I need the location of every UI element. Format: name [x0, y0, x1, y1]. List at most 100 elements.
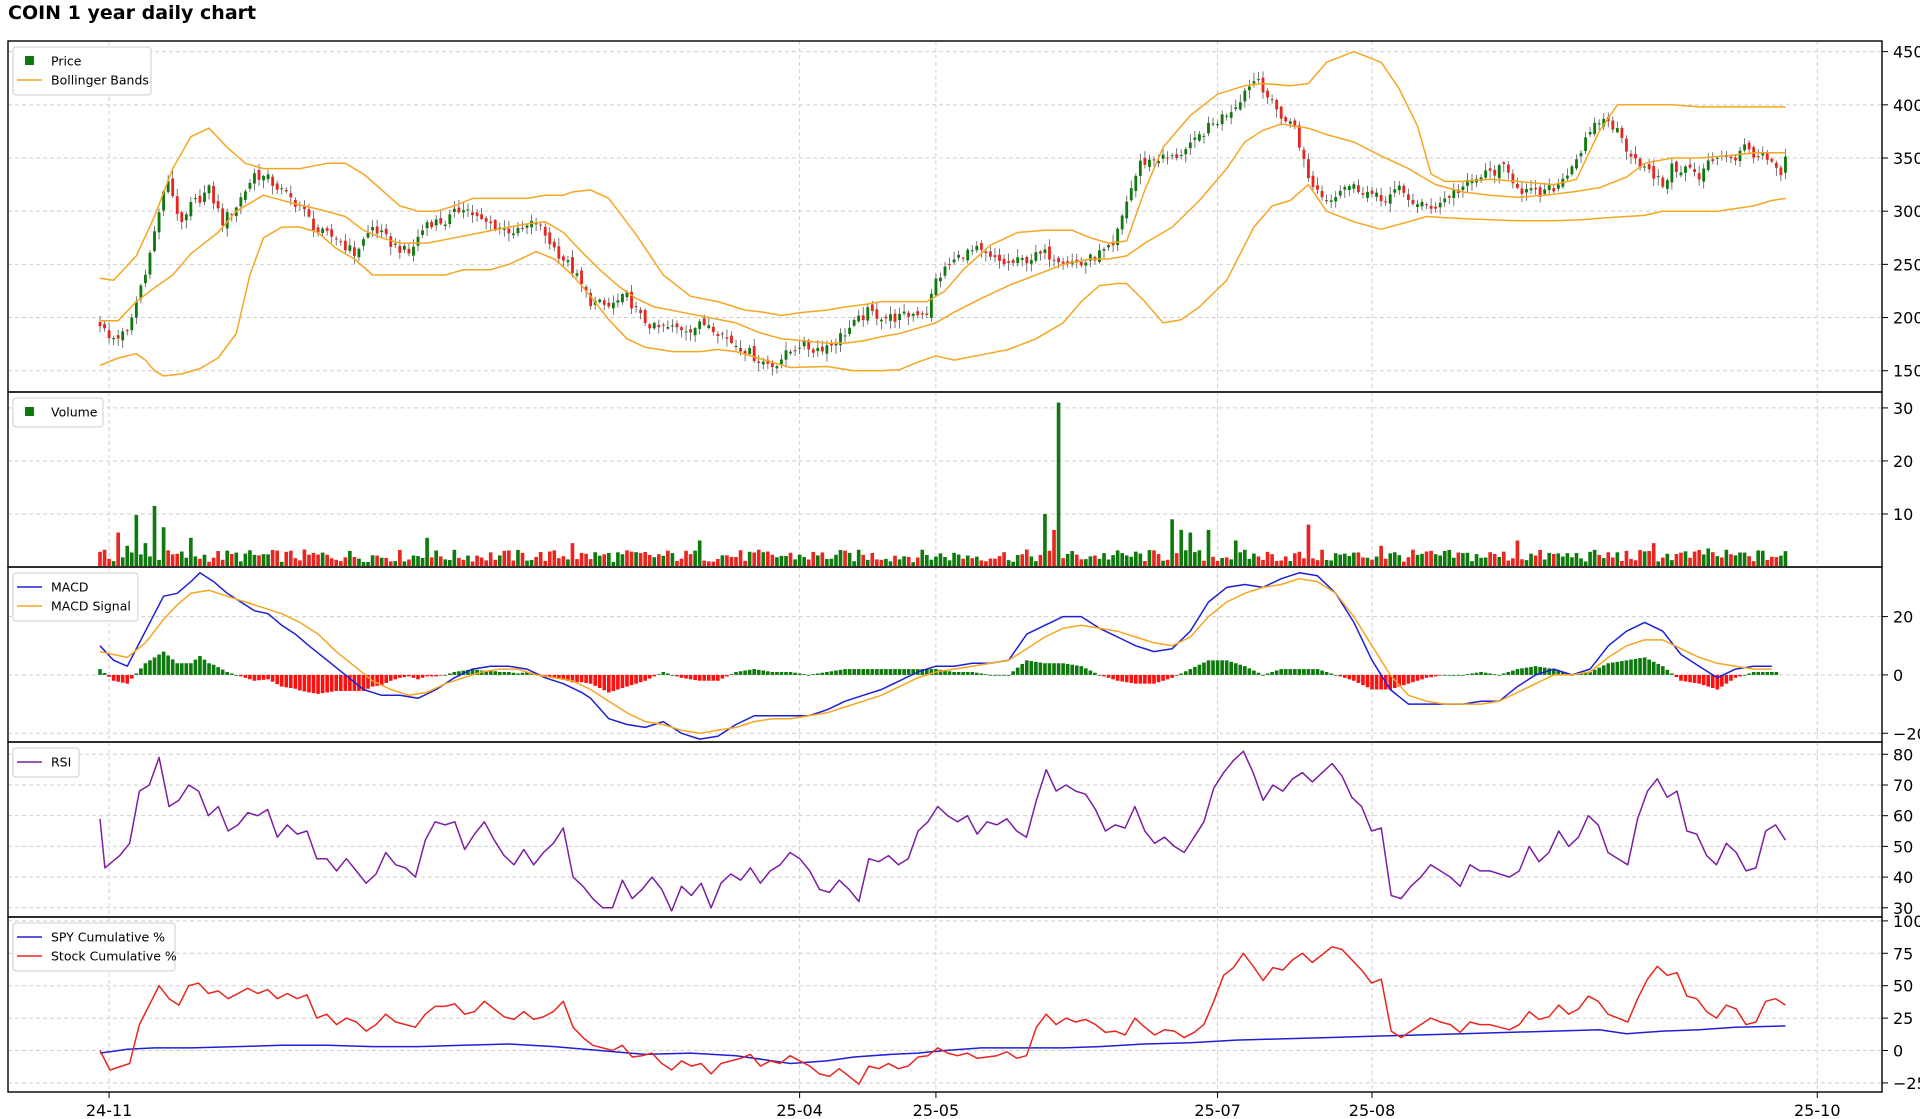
- candle-body: [621, 294, 624, 303]
- legend-swatch: [25, 407, 34, 416]
- candle-body: [362, 239, 365, 246]
- macd-histogram-bar: [1633, 658, 1638, 675]
- y-tick-label: 50: [1893, 837, 1913, 856]
- candle-body: [1052, 259, 1056, 261]
- macd-histogram-bar: [1547, 668, 1552, 675]
- candle-body: [839, 333, 842, 346]
- candle-body: [1484, 170, 1488, 178]
- volume-bar: [511, 560, 516, 566]
- candle-body: [602, 300, 606, 305]
- macd-histogram-bar: [811, 674, 816, 675]
- volume-bar: [1524, 560, 1529, 566]
- candle-body: [407, 248, 411, 254]
- macd-histogram-bar: [1720, 674, 1724, 687]
- candle-body: [630, 291, 633, 309]
- candle-body: [1370, 190, 1374, 194]
- macd-histogram-bar: [1156, 674, 1161, 683]
- macd-histogram-bar: [1497, 674, 1502, 676]
- candle-body: [1216, 124, 1219, 126]
- candle-body: [1552, 188, 1556, 192]
- volume-bar: [1279, 560, 1283, 566]
- macd-histogram-bar: [584, 674, 588, 683]
- macd-histogram-bar: [1402, 674, 1406, 686]
- candle-body: [1593, 122, 1597, 135]
- macd-histogram-bar: [129, 674, 134, 679]
- candle-body: [175, 196, 179, 214]
- volume-bar: [1215, 560, 1220, 566]
- candle-body: [1675, 161, 1678, 173]
- volume-bar: [570, 543, 575, 566]
- volume-bar: [488, 552, 493, 566]
- macd-histogram-bar: [1188, 669, 1193, 675]
- volume-bar: [1556, 553, 1561, 566]
- candle-body: [566, 260, 570, 263]
- volume-bar: [693, 550, 697, 566]
- x-tick-label: 25-05: [913, 1101, 960, 1119]
- volume-bar: [1056, 402, 1061, 566]
- candle-body: [1029, 260, 1033, 264]
- volume-bar: [611, 561, 616, 566]
- volume-bar: [338, 561, 343, 566]
- macd-histogram-bar: [1647, 659, 1651, 675]
- macd-histogram-bar: [1211, 660, 1215, 675]
- macd-histogram-bar: [1556, 670, 1561, 675]
- volume-bar: [479, 557, 484, 566]
- candle-body: [171, 178, 175, 197]
- volume-bar: [1220, 557, 1224, 566]
- macd-histogram-bar: [1461, 674, 1465, 676]
- macd-histogram-bar: [325, 674, 329, 693]
- volume-bar: [1570, 557, 1574, 566]
- candle-body: [180, 212, 184, 222]
- volume-bar: [1388, 553, 1393, 566]
- volume-bar: [1324, 559, 1329, 566]
- candle-body: [825, 345, 829, 354]
- candle-body: [770, 363, 774, 368]
- volume-bar: [1642, 551, 1647, 566]
- legend: RSI: [12, 747, 80, 778]
- volume-bar: [1592, 549, 1597, 566]
- candle-body: [1579, 152, 1583, 157]
- y-tick-label: 200: [1893, 309, 1920, 328]
- volume-bar: [1292, 553, 1297, 566]
- candle-body: [1279, 106, 1283, 119]
- macd-histogram-bar: [1420, 674, 1424, 680]
- volume-bar: [675, 560, 679, 566]
- volume-bar: [302, 549, 307, 566]
- volume-bar: [1733, 555, 1738, 566]
- volume-bar: [1097, 558, 1102, 566]
- candle-body: [253, 173, 256, 184]
- macd-histogram-bar: [629, 674, 634, 686]
- volume-bar: [1115, 550, 1120, 566]
- macd-histogram-bar: [656, 674, 661, 675]
- macd-histogram-bar: [1111, 674, 1115, 680]
- candle-body: [1665, 180, 1669, 189]
- candle-body: [984, 251, 988, 254]
- volume-bar: [561, 556, 566, 566]
- volume-bar: [120, 557, 125, 566]
- macd-histogram-bar: [607, 674, 611, 693]
- volume-bar: [557, 558, 561, 566]
- candle-body: [1506, 164, 1510, 173]
- volume-bar: [366, 562, 370, 566]
- volume-bar: [1697, 549, 1701, 566]
- candle-body: [1661, 177, 1665, 187]
- candle-body: [698, 321, 702, 329]
- macd-histogram-bar: [1456, 674, 1461, 676]
- macd-histogram-bar: [1629, 659, 1633, 675]
- candle-body: [303, 205, 306, 210]
- volume-bar: [1379, 545, 1383, 566]
- macd-histogram-bar: [329, 674, 334, 692]
- macd-histogram-bar: [366, 674, 370, 689]
- macd-histogram-bar: [334, 674, 339, 691]
- volume-bar: [1529, 553, 1533, 566]
- candle-body: [648, 324, 652, 329]
- volume-bar: [457, 557, 461, 566]
- legend-swatch: [25, 56, 34, 65]
- macd-histogram-bar: [298, 674, 302, 691]
- candle-body: [1670, 163, 1674, 183]
- volume-bar: [270, 549, 275, 566]
- candle-body: [1252, 81, 1256, 84]
- macd-histogram-bar: [1270, 672, 1274, 675]
- y-tick-label: 0: [1893, 666, 1903, 685]
- y-tick-label: 70: [1893, 776, 1913, 795]
